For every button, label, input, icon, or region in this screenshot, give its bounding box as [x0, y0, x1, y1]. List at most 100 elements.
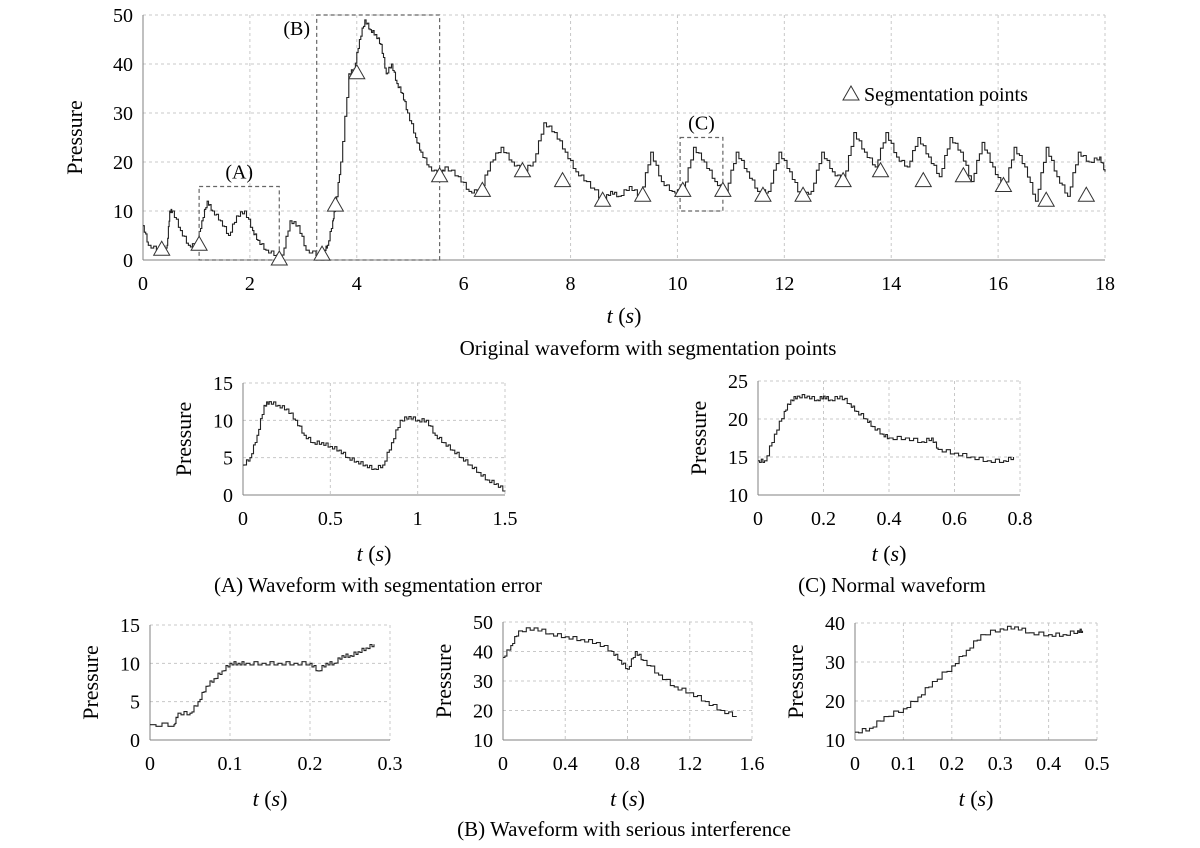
y-axis-label: Pressure	[62, 100, 87, 175]
x-tick-label: 2	[245, 273, 255, 295]
x-tick-label: 0.8	[1008, 508, 1033, 530]
x-tick-label: 0	[753, 508, 763, 530]
segmentation-point	[794, 186, 812, 202]
chart-B2: 10 20 30 40 50 0 0.4 0.8 1.2 1.6 Pressure t (s)	[431, 612, 765, 811]
series-line	[503, 627, 737, 718]
x-tick-label: 0.4	[1036, 753, 1061, 775]
y-tick-label: 15	[213, 373, 233, 395]
x-axis-label: t (s)	[610, 786, 645, 811]
y-tick-label: 0	[123, 250, 133, 272]
segmentation-point	[754, 186, 772, 202]
y-tick-label: 10	[213, 410, 233, 432]
x-tick-label: 0.5	[318, 508, 343, 530]
y-tick-label: 40	[113, 54, 133, 76]
segmentation-point	[1077, 186, 1096, 202]
x-tick-label: 0.6	[942, 508, 967, 530]
x-tick-label: 4	[352, 273, 362, 295]
x-tick-label: 10	[667, 273, 687, 295]
y-tick-label: 30	[113, 103, 133, 125]
segmentation-point	[347, 63, 366, 80]
segmentation-point	[994, 176, 1013, 192]
y-tick-label: 5	[223, 448, 233, 470]
y-tick-label: 10	[113, 201, 133, 223]
y-tick-label: 10	[825, 730, 845, 752]
chart-A: 0 5 10 15 0 0.5 1 1.5 Pressure t (s) (A) Waveform …	[171, 373, 542, 597]
segmentation-point	[513, 161, 532, 178]
x-axis-label: t (s)	[872, 541, 907, 566]
segmentation-point	[914, 171, 933, 188]
x-tick-label: 0.2	[939, 753, 964, 775]
x-tick-label: 0.1	[218, 753, 243, 775]
legend-marker	[842, 84, 860, 101]
y-tick-label: 20	[113, 152, 133, 174]
x-axis-label: t (s)	[253, 786, 288, 811]
x-tick-label: 0	[145, 753, 155, 775]
x-tick-label: 0.3	[988, 753, 1013, 775]
panel-caption: (B) Waveform with serious interference	[457, 817, 791, 841]
panel-caption: (A) Waveform with segmentation error	[214, 573, 542, 597]
x-tick-label: 0.4	[553, 753, 578, 775]
y-tick-label: 30	[825, 652, 845, 674]
legend-label: Segmentation points	[864, 84, 1028, 106]
chart-main: 0 10 20 30 40 50 0 2 4 6 8 10 12 14 16 18 Pressure t (s) (…	[62, 5, 1115, 360]
series-line	[243, 401, 506, 492]
series-line	[143, 19, 1106, 258]
y-tick-label: 30	[473, 671, 493, 693]
y-tick-label: 10	[728, 485, 748, 507]
y-axis-label: Pressure	[783, 644, 808, 719]
chart-title: Original waveform with segmentation poin…	[460, 336, 837, 360]
y-tick-label: 15	[728, 447, 748, 469]
x-tick-label: 16	[988, 273, 1008, 295]
y-tick-label: 0	[223, 485, 233, 507]
y-tick-label: 20	[728, 409, 748, 431]
series-line	[758, 394, 1015, 463]
segmentation-point	[714, 181, 732, 197]
segmentation-point	[152, 240, 171, 256]
region-label: (B)	[283, 18, 310, 40]
x-tick-label: 0	[138, 273, 148, 295]
x-tick-label: 1.2	[677, 753, 702, 775]
segmentation-point	[633, 186, 652, 202]
x-tick-label: 0.3	[378, 753, 403, 775]
x-tick-label: 0.1	[891, 753, 916, 775]
segmentation-point	[473, 181, 492, 197]
y-tick-label: 25	[728, 371, 748, 393]
x-tick-label: 18	[1095, 273, 1115, 295]
segmentation-point	[834, 171, 852, 188]
x-tick-label: 0	[238, 508, 248, 530]
y-axis-label: Pressure	[431, 644, 456, 719]
y-axis-label: Pressure	[686, 401, 711, 476]
x-tick-label: 1	[413, 508, 423, 530]
y-tick-label: 20	[825, 691, 845, 713]
x-tick-label: 0	[498, 753, 508, 775]
y-tick-label: 50	[473, 612, 493, 634]
segmentation-point	[1037, 191, 1056, 207]
x-tick-label: 0.2	[298, 753, 323, 775]
segmentation-point	[673, 181, 692, 197]
y-axis-label: Pressure	[171, 402, 196, 477]
segmentation-point	[326, 196, 345, 212]
x-tick-label: 0.5	[1085, 753, 1110, 775]
segmentation-point	[190, 235, 208, 251]
y-tick-label: 20	[473, 701, 493, 723]
y-tick-label: 50	[113, 5, 133, 27]
chart-B1: 0 5 10 15 0 0.1 0.2 0.3 Pressure t (s) (B) Wavefor…	[78, 615, 791, 841]
region-box	[679, 136, 724, 212]
segmentation-point	[871, 161, 890, 178]
segmentation-point	[553, 171, 572, 188]
segmentation-point	[430, 166, 449, 183]
x-tick-label: 12	[774, 273, 794, 295]
x-tick-label: 0	[850, 753, 860, 775]
series-line	[855, 625, 1084, 734]
segmentation-point	[270, 249, 289, 266]
x-tick-label: 1.5	[493, 508, 518, 530]
chart-C: 10 15 20 25 0 0.2 0.4 0.6 0.8 Pressure t (s) (C) No…	[686, 371, 1033, 597]
region-label: (A)	[225, 162, 253, 184]
segmentation-point	[313, 245, 331, 261]
region-box	[316, 14, 441, 261]
x-tick-label: 1.6	[740, 753, 765, 775]
series-line	[150, 643, 375, 727]
y-tick-label: 40	[473, 642, 493, 664]
x-axis-label: t (s)	[607, 303, 642, 328]
chart-B3: 10 20 30 40 0 0.1 0.2 0.3 0.4 0.5 Pressure t (s)	[783, 613, 1110, 811]
